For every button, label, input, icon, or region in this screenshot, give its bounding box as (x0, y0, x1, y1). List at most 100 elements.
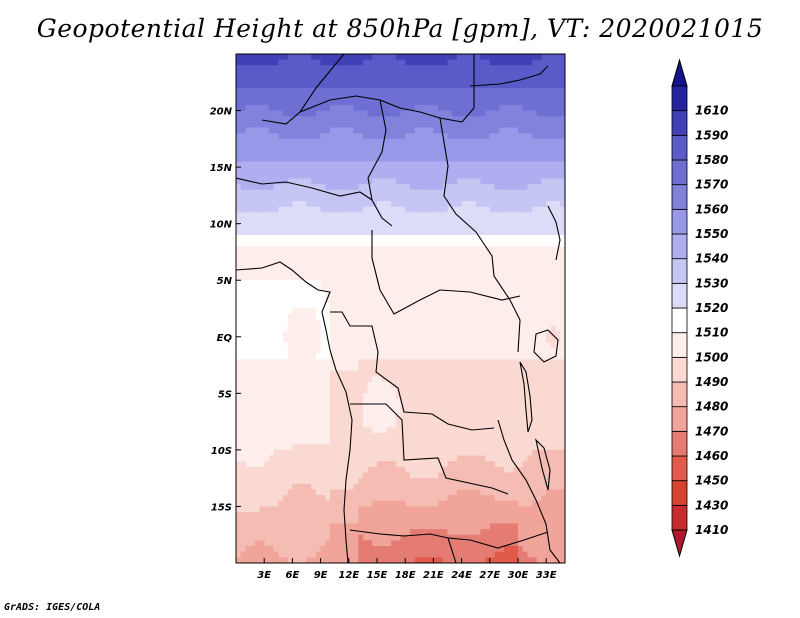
field-cell (466, 280, 472, 287)
field-cell (456, 302, 463, 310)
field-cell (362, 87, 369, 95)
field-cell (250, 133, 256, 140)
field-cell (536, 116, 543, 123)
field-cell (400, 70, 406, 78)
field-cell (499, 178, 505, 185)
field-cell (400, 268, 406, 276)
field-cell (320, 223, 326, 230)
field-cell (297, 155, 303, 163)
field-cell (480, 297, 486, 304)
field-cell (353, 206, 359, 213)
field-cell (442, 365, 449, 372)
field-cell (489, 223, 496, 230)
field-cell (400, 382, 406, 389)
field-cell (236, 280, 242, 287)
field-cell (391, 206, 397, 213)
field-cell (320, 189, 326, 196)
field-cell (466, 218, 472, 225)
field-cell (485, 370, 491, 377)
field-cell (306, 54, 312, 61)
field-cell (405, 444, 411, 451)
field-cell (494, 178, 500, 185)
field-cell (306, 87, 312, 95)
field-cell (522, 268, 528, 276)
field-cell (499, 302, 505, 310)
field-cell (489, 268, 496, 276)
field-cell (536, 251, 543, 259)
field-cell (353, 70, 359, 78)
field-cell (306, 257, 312, 264)
field-cell (372, 65, 378, 72)
field-cell (292, 82, 298, 89)
field-cell (344, 415, 350, 423)
field-cell (358, 144, 364, 151)
field-cell (489, 246, 496, 253)
field-cell (372, 427, 378, 434)
field-cell (287, 99, 293, 106)
field-cell (541, 342, 547, 349)
field-cell (236, 65, 242, 72)
field-cell (499, 359, 505, 366)
field-cell (560, 336, 565, 344)
field-cell (560, 110, 565, 117)
field-cell (292, 155, 298, 163)
field-cell (414, 116, 420, 123)
field-cell (447, 319, 453, 327)
field-cell (541, 325, 547, 332)
field-cell (485, 342, 491, 349)
field-cell (536, 206, 543, 213)
field-cell (259, 365, 265, 372)
field-cell (480, 54, 486, 61)
field-cell (527, 336, 533, 344)
field-cell (330, 280, 336, 287)
field-cell (348, 410, 355, 417)
field-cell (461, 410, 467, 417)
field-cell (292, 404, 298, 411)
field-cell (428, 178, 434, 185)
field-cell (315, 93, 322, 100)
field-cell (518, 410, 524, 417)
field-cell (264, 342, 270, 349)
field-cell (268, 257, 275, 264)
field-cell (550, 331, 557, 338)
field-cell (494, 302, 500, 310)
field-cell (405, 99, 411, 106)
field-cell (395, 59, 402, 66)
field-cell (466, 172, 472, 180)
field-cell (377, 410, 383, 417)
field-cell (268, 376, 275, 383)
field-cell (555, 280, 561, 287)
field-cell (301, 331, 308, 338)
field-cell (254, 455, 261, 462)
field-cell (560, 76, 565, 83)
field-cell (236, 455, 242, 462)
field-cell (438, 342, 444, 349)
field-cell (513, 336, 519, 344)
field-cell (325, 184, 331, 191)
field-cell (442, 404, 449, 411)
field-cell (348, 195, 355, 202)
field-cell (452, 308, 458, 315)
field-cell (536, 82, 543, 89)
field-cell (301, 127, 308, 134)
field-cell (532, 150, 538, 157)
field-cell (494, 150, 500, 157)
field-cell (503, 218, 510, 225)
field-cell (513, 427, 519, 434)
field-cell (254, 76, 261, 83)
field-cell (391, 319, 397, 327)
field-cell (494, 161, 500, 168)
field-cell (494, 359, 500, 366)
field-cell (513, 184, 519, 191)
field-cell (447, 99, 453, 106)
field-cell (461, 150, 467, 157)
field-cell (245, 308, 251, 315)
field-cell (452, 398, 458, 406)
field-cell (513, 144, 519, 151)
field-cell (518, 82, 524, 89)
field-cell (273, 87, 279, 95)
field-cell (456, 348, 463, 355)
field-cell (395, 93, 402, 100)
field-cell (527, 285, 533, 293)
field-cell (245, 246, 251, 253)
